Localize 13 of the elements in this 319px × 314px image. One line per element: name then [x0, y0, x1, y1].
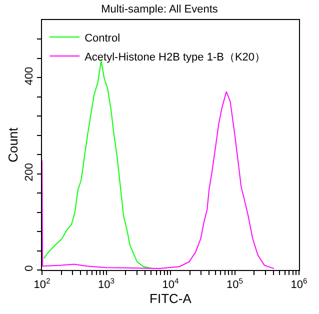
- y-tick-label: 200: [24, 163, 36, 182]
- legend-label: Control: [84, 32, 120, 44]
- y-axis-title: Count: [6, 127, 21, 162]
- legend-label: Acetyl-Histone H2B type 1-B（K20）: [84, 51, 266, 64]
- x-tick-label: 10$^{2}$: [34, 276, 50, 292]
- y-tick-label: 0: [24, 265, 36, 272]
- x-tick-label: 10$^{3}$: [98, 276, 115, 292]
- y-tick-label: 400: [24, 66, 36, 86]
- x-tick-label: 10$^{5}$: [226, 276, 244, 292]
- x-tick-label: 10$^{6}$: [290, 276, 308, 292]
- x-axis-title: FITC-A: [150, 291, 192, 306]
- chart-title: Multi-sample: All Events: [101, 3, 218, 16]
- x-tick-label: 10$^{4}$: [162, 276, 180, 292]
